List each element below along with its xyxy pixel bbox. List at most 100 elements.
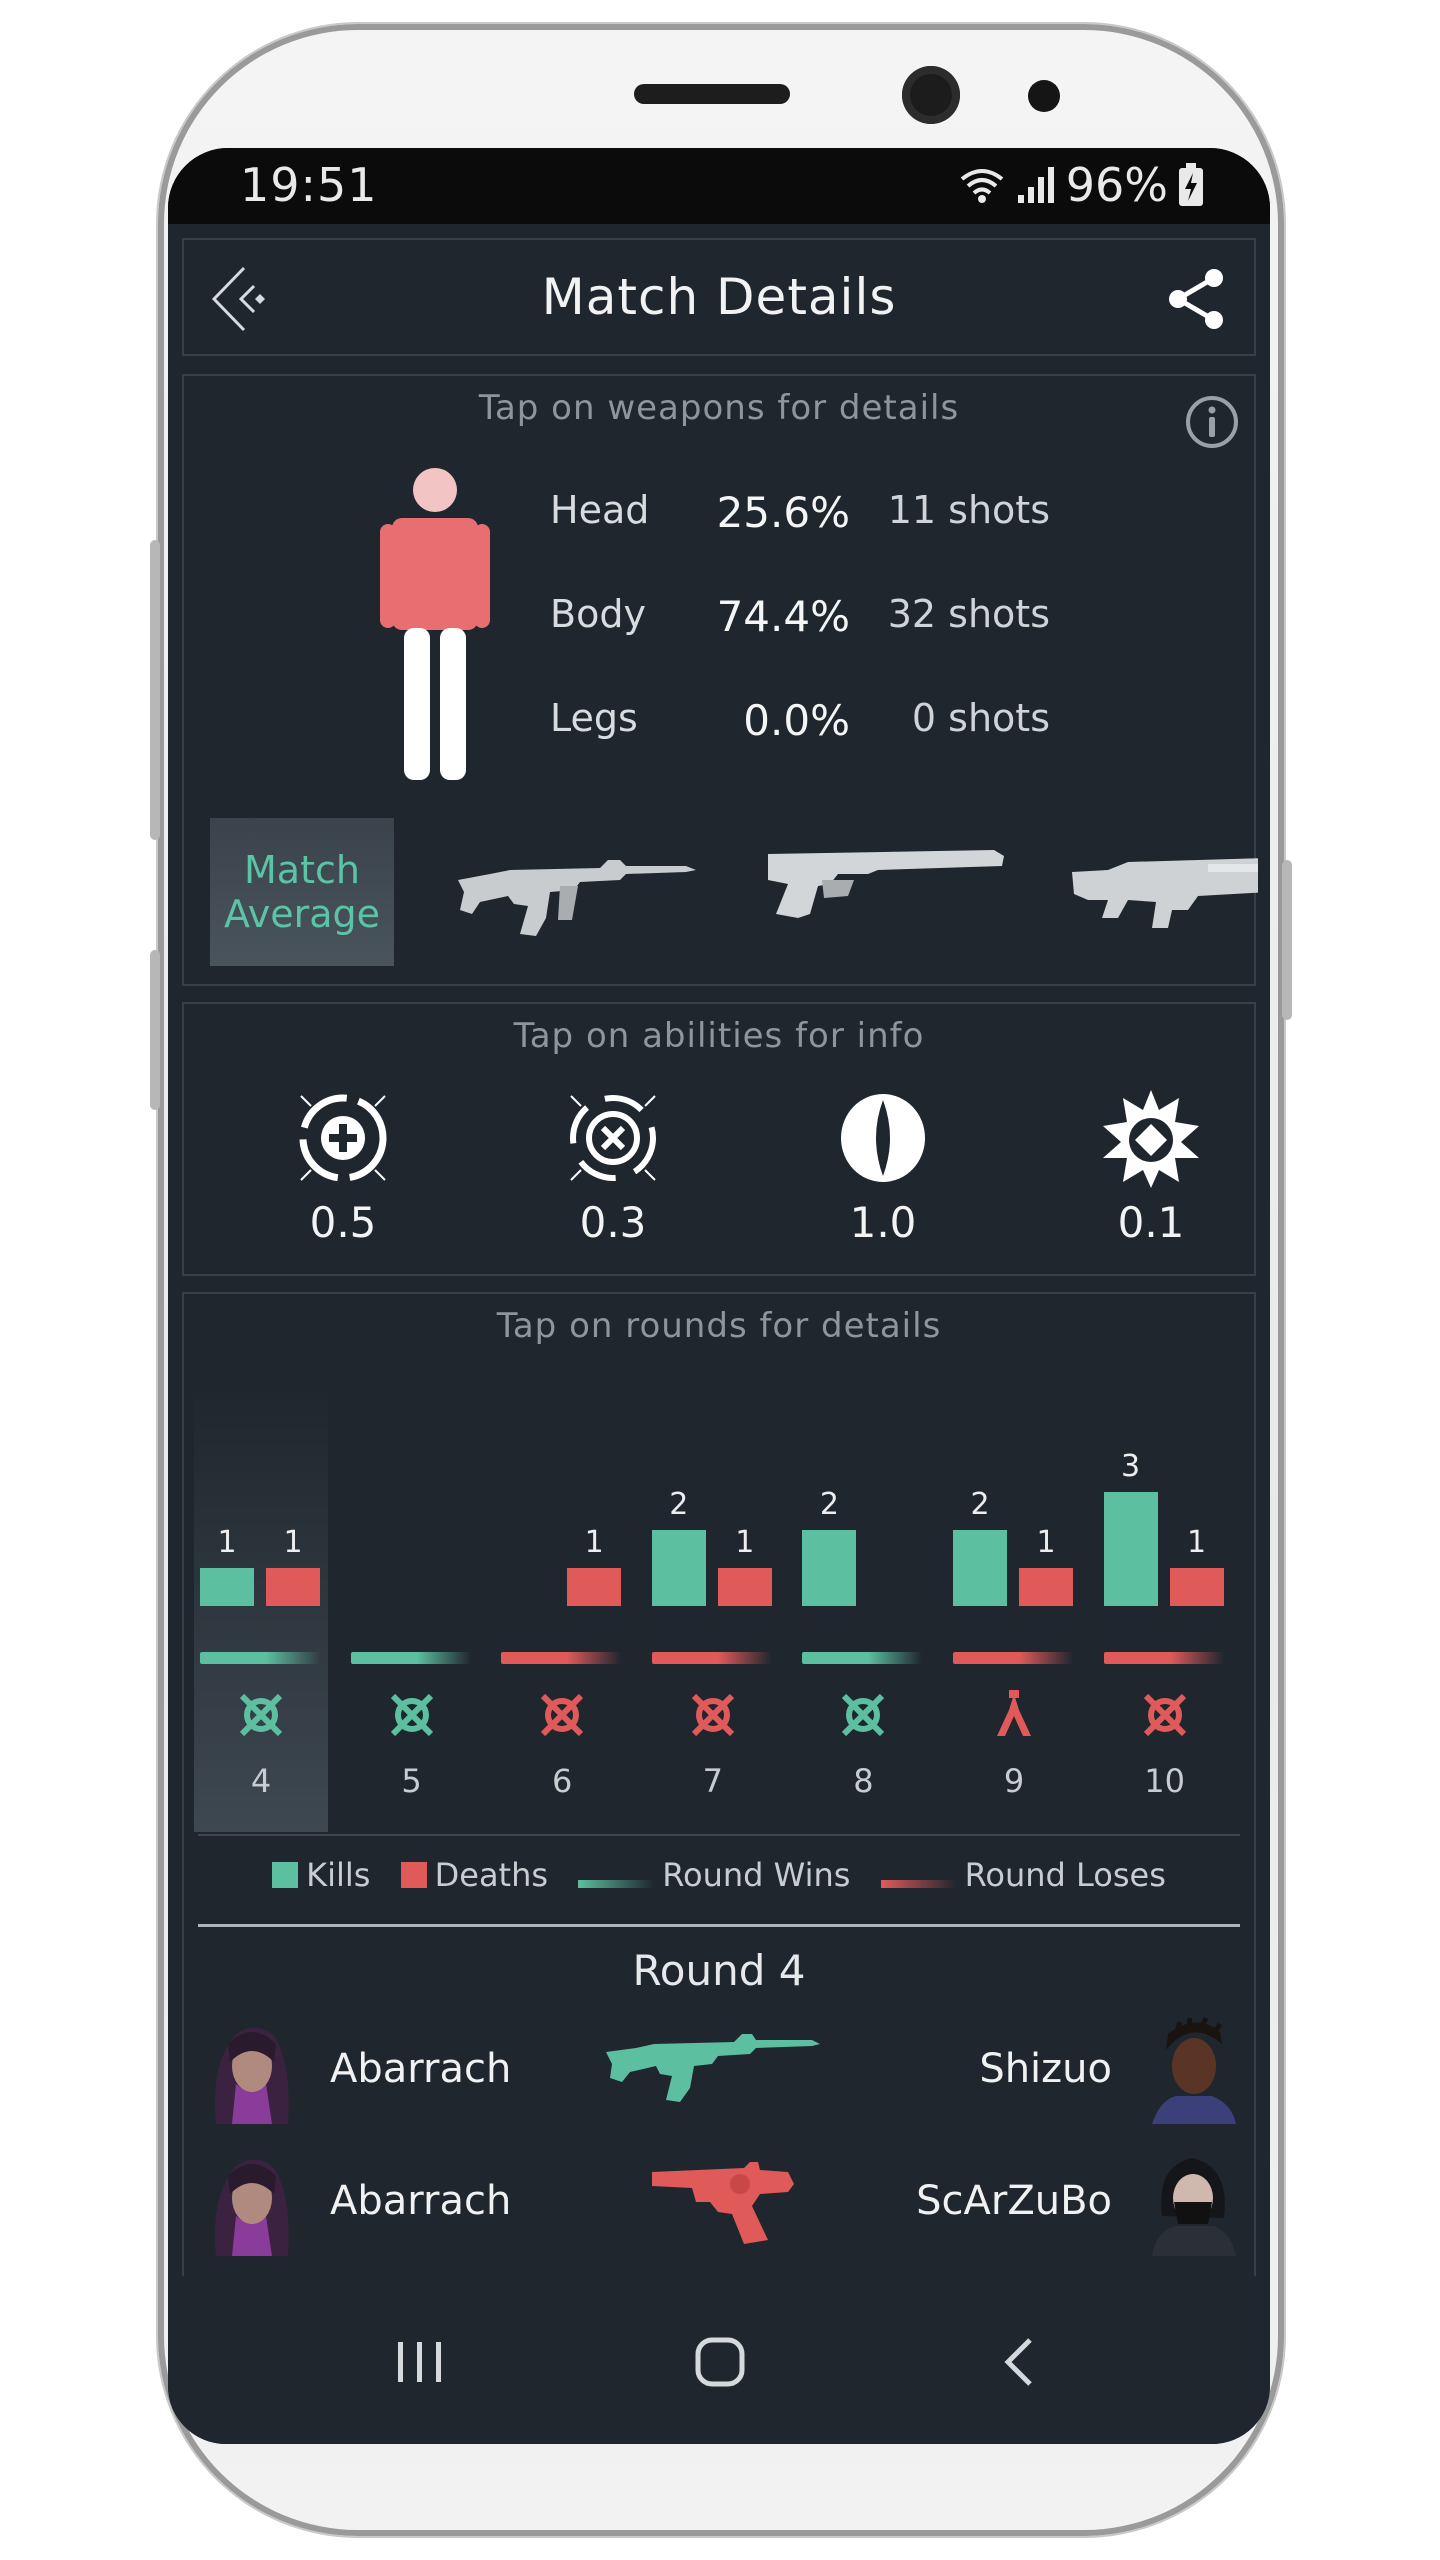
earpiece — [634, 84, 790, 104]
match-average-label-1: Match — [244, 848, 360, 892]
status-icons: 96% — [958, 158, 1204, 212]
stat-percent: 25.6% — [716, 488, 850, 537]
ability-value: 0.5 — [309, 1198, 377, 1247]
round-column[interactable]: 5 — [345, 1384, 479, 1832]
round-lose-indicator — [1103, 1652, 1224, 1664]
deaths-bar-label: 1 — [735, 1525, 755, 1560]
round-column[interactable]: 1 1 4 — [194, 1384, 328, 1832]
deaths-bar-label: 1 — [1036, 1525, 1056, 1560]
info-icon[interactable] — [1184, 394, 1240, 450]
top-app-bar: Match Details — [182, 238, 1256, 356]
stat-percent: 74.4% — [716, 592, 850, 641]
recent-apps-icon[interactable] — [390, 2332, 450, 2392]
opponent-avatar — [1136, 2146, 1246, 2256]
round-number: 4 — [250, 1762, 272, 1800]
kill-weapon-revolver-icon — [652, 2162, 794, 2244]
legend-round-loses: Round Loses — [880, 1856, 1166, 1894]
legend-kills: Kills — [272, 1856, 370, 1894]
deaths-bar — [717, 1568, 772, 1606]
stat-row-head: Head 25.6% 11 shots — [550, 488, 1070, 548]
status-bar: 19:51 96% — [168, 148, 1270, 224]
signal-icon — [1017, 167, 1054, 203]
match-average-label-2: Average — [223, 892, 381, 936]
stat-percent: 0.0% — [743, 696, 850, 745]
ability-value: 1.0 — [849, 1198, 917, 1247]
round-number: 7 — [702, 1762, 723, 1800]
elimination-icon — [842, 1693, 885, 1737]
deaths-bar — [1019, 1568, 1073, 1606]
deaths-bar-label: 1 — [1187, 1525, 1207, 1560]
battery-charging-icon — [1179, 163, 1203, 206]
ability-4[interactable]: 0.1 — [1076, 1086, 1226, 1247]
round-column[interactable]: 2 1 7 — [646, 1384, 780, 1832]
weapon-selector: Match Average — [210, 818, 1258, 966]
rifle-weapon-icon[interactable] — [450, 840, 700, 950]
stat-shots: 0 shots — [911, 696, 1050, 740]
proximity-sensor — [1028, 80, 1060, 112]
kills-bar — [651, 1530, 706, 1606]
kills-bar — [1103, 1492, 1158, 1606]
stat-part: Head — [550, 488, 650, 532]
ultimate-ability-icon — [1103, 1090, 1199, 1188]
kills-bar — [802, 1530, 857, 1606]
app-content: Match Details Tap on weapons for details — [168, 224, 1270, 2364]
round-number: 8 — [853, 1762, 874, 1800]
stat-row-body: Body 74.4% 32 shots — [550, 592, 1070, 652]
round-number: 9 — [1003, 1762, 1025, 1800]
stat-row-legs: Legs 0.0% 0 shots — [550, 696, 1070, 756]
kills-bar-label: 2 — [819, 1487, 839, 1522]
body-hit-figure — [380, 468, 490, 780]
player-avatar — [196, 2014, 306, 2124]
status-time: 19:51 — [240, 158, 378, 212]
round-win-indicator — [200, 1652, 320, 1664]
rounds-hint: Tap on rounds for details — [496, 1306, 942, 1346]
ability-2[interactable]: 0.3 — [538, 1086, 688, 1247]
weapons-hint: Tap on weapons for details — [478, 388, 960, 428]
legs-region — [404, 628, 430, 780]
round-column[interactable]: 2 1 9 — [947, 1384, 1081, 1832]
chart-legend: Kills Deaths Round Wins Round Loses — [184, 1856, 1254, 1894]
killer-name: Abarrach — [330, 2046, 512, 2092]
back-arrow-icon[interactable] — [208, 264, 278, 334]
kills-bar-label: 1 — [217, 1525, 237, 1560]
torso-region — [392, 518, 478, 630]
pistol-weapon-icon[interactable] — [758, 840, 1008, 950]
ability-3[interactable]: 1.0 — [808, 1086, 958, 1247]
stat-part: Legs — [550, 696, 638, 740]
kills-bar-label: 3 — [1121, 1449, 1141, 1484]
duel-row[interactable]: Abarrach ScArZuBo — [184, 2146, 1258, 2262]
share-icon[interactable] — [1164, 266, 1230, 332]
front-camera — [902, 66, 960, 124]
round-lose-indicator — [501, 1652, 622, 1664]
round-number: 10 — [1144, 1762, 1185, 1800]
duel-row[interactable]: Abarrach Shizuo — [184, 2014, 1258, 2130]
deaths-bar-label: 1 — [283, 1525, 303, 1560]
abilities-hint: Tap on abilities for info — [513, 1016, 925, 1056]
deaths-bar — [1169, 1568, 1224, 1606]
round-lose-indicator — [651, 1652, 772, 1664]
round-number: 5 — [401, 1762, 422, 1800]
volume-button — [150, 540, 160, 840]
deaths-bar-label: 1 — [584, 1525, 604, 1560]
system-back-icon[interactable] — [990, 2332, 1050, 2392]
elimination-icon — [390, 1693, 433, 1737]
kills-bar-label: 2 — [970, 1487, 990, 1522]
player-avatar — [196, 2146, 306, 2256]
round-number: 6 — [552, 1762, 573, 1800]
round-win-indicator — [802, 1652, 923, 1664]
legend-round-wins: Round Wins — [578, 1856, 850, 1894]
deaths-bar — [266, 1568, 320, 1606]
round-detail-title: Round 4 — [632, 1946, 806, 1995]
ability-1[interactable]: 0.5 — [268, 1086, 418, 1247]
opponent-avatar — [1136, 2014, 1246, 2124]
stat-shots: 11 shots — [887, 488, 1050, 532]
head-region — [413, 468, 457, 512]
smg-weapon-icon[interactable] — [1068, 840, 1258, 950]
match-average-tab[interactable]: Match Average — [210, 818, 394, 966]
round-column[interactable]: 3 1 10 — [1098, 1384, 1232, 1832]
victim-name: Shizuo — [979, 2046, 1112, 2092]
home-icon[interactable] — [690, 2332, 750, 2392]
kills-bar — [953, 1530, 1007, 1606]
